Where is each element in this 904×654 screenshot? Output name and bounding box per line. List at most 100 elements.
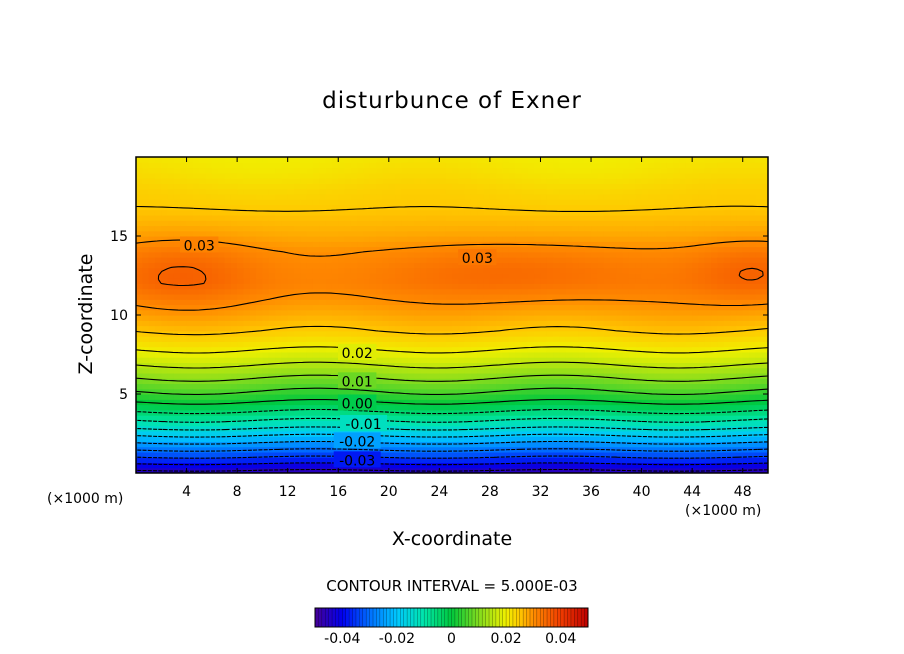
heatmap-cell bbox=[641, 193, 649, 200]
heatmap-cell bbox=[559, 267, 567, 274]
heatmap-cell bbox=[401, 383, 409, 390]
heatmap-cell bbox=[407, 341, 415, 348]
heatmap-cell bbox=[565, 246, 573, 253]
heatmap-cell bbox=[262, 293, 270, 300]
heatmap-cell bbox=[319, 446, 327, 453]
heatmap-cell bbox=[654, 204, 662, 211]
heatmap-cell bbox=[628, 209, 636, 216]
heatmap-cell bbox=[508, 304, 516, 311]
heatmap-cell bbox=[161, 320, 169, 327]
heatmap-cell bbox=[565, 288, 573, 295]
heatmap-cell bbox=[294, 362, 301, 369]
heatmap-cell bbox=[136, 283, 143, 290]
heatmap-cell bbox=[262, 394, 270, 400]
heatmap-cell bbox=[439, 372, 447, 379]
heatmap-cell bbox=[433, 415, 440, 421]
heatmap-cell bbox=[312, 251, 320, 258]
heatmap-cell bbox=[211, 394, 219, 400]
heatmap-cell bbox=[521, 457, 529, 464]
heatmap-cell bbox=[395, 225, 403, 232]
heatmap-cell bbox=[540, 446, 548, 453]
heatmap-cell bbox=[603, 378, 611, 385]
heatmap-cell bbox=[496, 257, 504, 263]
heatmap-cell bbox=[452, 288, 459, 295]
heatmap-cell bbox=[458, 467, 466, 473]
heatmap-cell bbox=[268, 209, 276, 216]
heatmap-cell bbox=[154, 415, 162, 421]
heatmap-cell bbox=[597, 425, 605, 432]
heatmap-cell bbox=[312, 199, 320, 205]
heatmap-cell bbox=[559, 214, 567, 221]
heatmap-cell bbox=[635, 172, 643, 179]
heatmap-cell bbox=[654, 304, 662, 311]
heatmap-cell bbox=[218, 257, 226, 263]
heatmap-cell bbox=[597, 420, 605, 427]
heatmap-cell bbox=[401, 446, 409, 453]
heatmap-cell bbox=[192, 209, 200, 216]
heatmap-cell bbox=[237, 267, 245, 274]
heatmap-cell bbox=[647, 214, 655, 221]
heatmap-cell bbox=[344, 330, 352, 337]
heatmap-cell bbox=[388, 288, 396, 295]
heatmap-cell bbox=[565, 378, 573, 385]
heatmap-cell bbox=[199, 325, 207, 332]
heatmap-cell bbox=[647, 167, 655, 174]
heatmap-cell bbox=[211, 209, 219, 216]
heatmap-cell bbox=[300, 209, 308, 216]
heatmap-cell bbox=[591, 457, 598, 464]
heatmap-cell bbox=[647, 425, 655, 432]
heatmap-cell bbox=[489, 341, 497, 348]
heatmap-cell bbox=[553, 209, 561, 216]
heatmap-cell bbox=[161, 378, 169, 385]
heatmap-cell bbox=[363, 214, 371, 221]
heatmap-cell bbox=[420, 272, 428, 279]
heatmap-cell bbox=[376, 304, 384, 311]
heatmap-cell bbox=[357, 230, 365, 237]
heatmap-cell bbox=[622, 241, 630, 248]
heatmap-cell bbox=[597, 204, 605, 211]
heatmap-cell bbox=[628, 230, 636, 237]
heatmap-cell bbox=[641, 415, 649, 421]
heatmap-cell bbox=[218, 462, 226, 469]
heatmap-cell bbox=[186, 351, 194, 358]
heatmap-cell bbox=[211, 404, 219, 411]
heatmap-cell bbox=[136, 230, 143, 237]
heatmap-cell bbox=[470, 430, 478, 437]
heatmap-cell bbox=[591, 209, 598, 216]
heatmap-cell bbox=[527, 272, 535, 279]
heatmap-cell bbox=[230, 293, 238, 300]
heatmap-cell bbox=[622, 209, 630, 216]
heatmap-cell bbox=[477, 288, 485, 295]
heatmap-cell bbox=[578, 320, 586, 327]
heatmap-cell bbox=[275, 183, 282, 190]
heatmap-cell bbox=[591, 257, 598, 263]
heatmap-cell bbox=[287, 430, 295, 437]
heatmap-cell bbox=[559, 436, 567, 442]
heatmap-cell bbox=[350, 162, 358, 169]
heatmap-cell bbox=[597, 214, 605, 221]
heatmap-cell bbox=[496, 357, 504, 363]
heatmap-cell bbox=[192, 399, 200, 406]
heatmap-cell bbox=[388, 257, 396, 263]
heatmap-cell bbox=[136, 436, 143, 442]
heatmap-cell bbox=[300, 167, 308, 174]
heatmap-cell bbox=[647, 251, 655, 258]
heatmap-cell bbox=[458, 446, 466, 453]
heatmap-cell bbox=[610, 193, 617, 200]
heatmap-cell bbox=[186, 451, 194, 458]
heatmap-cell bbox=[192, 267, 200, 274]
heatmap-cell bbox=[483, 193, 491, 200]
heatmap-cell bbox=[306, 283, 314, 290]
heatmap-cell bbox=[268, 304, 276, 311]
heatmap-cell bbox=[331, 204, 339, 211]
heatmap-cell bbox=[344, 236, 352, 242]
heatmap-cell bbox=[654, 246, 662, 253]
heatmap-cell bbox=[275, 272, 282, 279]
heatmap-cell bbox=[192, 193, 200, 200]
heatmap-cell bbox=[477, 220, 485, 227]
heatmap-cell bbox=[275, 162, 282, 169]
heatmap-cell bbox=[136, 199, 143, 205]
heatmap-cell bbox=[275, 204, 282, 211]
heatmap-cell bbox=[312, 157, 320, 163]
heatmap-cell bbox=[306, 309, 314, 316]
